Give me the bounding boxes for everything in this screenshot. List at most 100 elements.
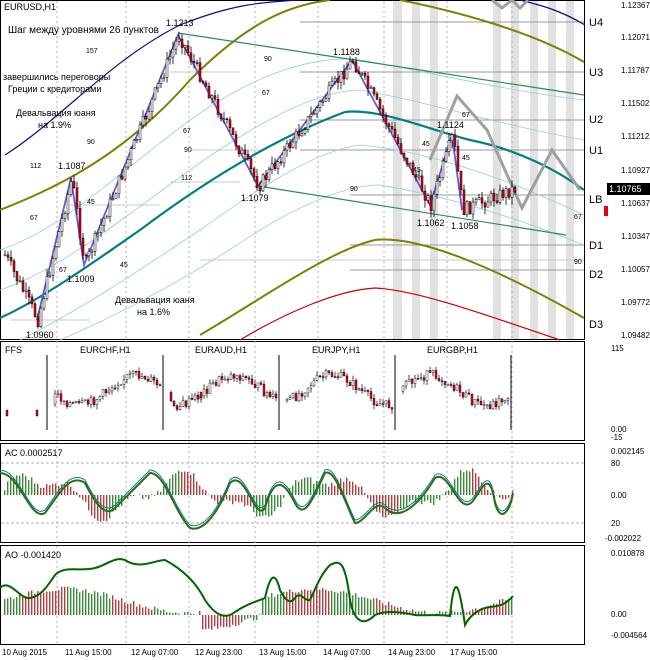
candle-body [420,175,424,192]
candle-body [282,149,286,164]
mini-candle-body [422,377,426,381]
candle-body [6,254,10,258]
candle-body [186,45,190,54]
ac-bar [64,484,66,495]
ac-bar [88,495,90,511]
candle-body [471,201,475,215]
mini-candle-body [172,400,176,406]
candle-body [513,186,517,193]
ao-bar [277,594,279,615]
candle-body [36,316,40,328]
ao-bar [58,590,60,615]
ao-bar [34,593,36,615]
ac-bar [268,495,270,517]
ao-bar [133,601,135,615]
ac-bar [214,495,216,501]
ac-bar [115,495,117,511]
ao-bar [10,597,12,615]
ao-bar [187,611,189,615]
ac-bar [262,495,264,516]
ac-bar [148,495,150,500]
ao-bar [337,592,339,615]
pair-mini-candles [5,366,510,417]
ac-bar [283,495,285,498]
ac-bar [235,495,237,502]
candle-body [210,95,214,99]
mini-candle-body [357,388,361,391]
mini-candle-body [306,387,310,394]
level-u1: U1 [589,145,603,157]
candle-body [219,114,223,120]
candle-body [3,254,7,257]
mini-candle-body [77,401,81,403]
mini-candle-body [404,381,408,387]
mini-candle-body [274,393,278,399]
mini-candle-body [369,391,373,399]
mini-candle-body [101,389,105,397]
mini-candle-body [401,385,405,392]
candle-body [402,152,406,159]
mini-candle-body [327,370,331,373]
ao-bar [319,589,321,615]
ac-bar [478,476,480,495]
mini-candle-body [318,375,322,378]
candle-body [501,189,505,198]
ao-bar [334,591,336,615]
candle-body [447,140,451,152]
ac-bar [322,483,324,495]
ac-bar [280,495,282,508]
ao-bar [79,592,81,615]
candle-body [333,78,337,82]
ao-bar [379,600,381,615]
candle-body [441,160,445,178]
mini-candle-body [238,375,242,381]
candle-body [39,307,43,328]
ac-bar [259,495,261,517]
svg-text:67: 67 [574,214,582,221]
ac-bar [58,485,60,495]
candle-body [42,298,46,309]
mini-candle-body [324,370,328,378]
ao-bar [364,597,366,615]
mini-candle-body [92,397,96,405]
fractals-pane[interactable] [0,341,585,441]
ac-bar [49,485,51,495]
mini-candle-body [425,370,429,381]
ao-bar [400,606,402,615]
ac-bar [295,480,297,495]
ac-bar [313,483,315,495]
level-labels: U4 U3 U2 U1 LB D1 D2 D3 [589,17,603,331]
candle-body [135,139,139,141]
mini-candle-body [65,400,69,407]
ao-bar [259,614,261,615]
candle-body [432,194,436,211]
current-price-marker [604,206,608,216]
swing-label: 1.1087 [58,161,86,171]
ao-bar [193,614,195,615]
ac-bar [145,495,147,497]
ac-bar [454,479,456,495]
ac-bar [445,491,447,495]
ao-bar [142,607,144,615]
ao-bar [13,599,15,615]
ao-bar [208,615,210,629]
greece-note-line2: Греции с кредиторами [8,84,101,94]
ao-bar [121,598,123,615]
candle-body [348,61,352,70]
ac-bar [466,470,468,495]
mini-candle-body [71,402,75,404]
mini-candle-body [256,382,260,388]
ac-bar [367,495,369,499]
ao-bar [82,590,84,615]
ao-bar [373,598,375,615]
ao-bar [100,595,102,615]
candle-body [120,175,124,180]
ac-bar [175,473,177,495]
candle-body [444,151,448,162]
ac-bar [400,495,402,509]
ao-bar [148,608,150,615]
ao-bar [445,611,447,615]
mini-candle-body [336,376,340,378]
swing-label: 1.1058 [451,221,479,231]
mini-candle-body [345,375,349,383]
